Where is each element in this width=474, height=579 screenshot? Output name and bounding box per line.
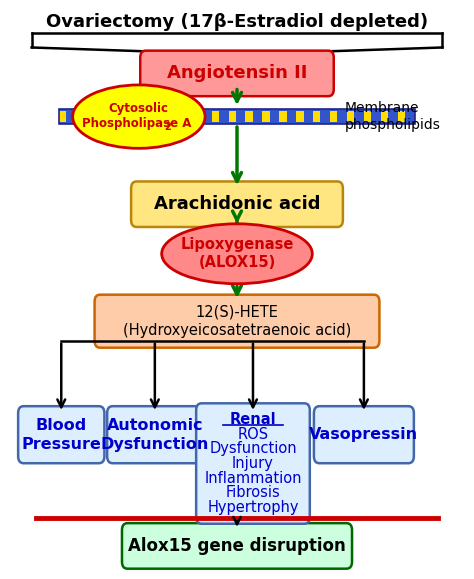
Text: 12(S)-HETE
(Hydroxyeicosatetraenoic acid): 12(S)-HETE (Hydroxyeicosatetraenoic acid… <box>123 305 351 338</box>
Bar <box>263 111 270 122</box>
Bar <box>373 111 380 122</box>
Bar <box>254 111 261 122</box>
Bar <box>356 111 363 122</box>
Text: Cytosolic: Cytosolic <box>109 102 169 115</box>
Bar <box>390 111 397 122</box>
Bar <box>271 111 278 122</box>
Bar <box>161 111 168 122</box>
Text: Lipoxygenase: Lipoxygenase <box>180 237 294 252</box>
Ellipse shape <box>162 224 312 284</box>
Bar <box>76 111 83 122</box>
Bar <box>322 111 329 122</box>
Bar <box>203 111 210 122</box>
FancyBboxPatch shape <box>122 523 352 569</box>
Bar <box>364 111 371 122</box>
FancyBboxPatch shape <box>95 295 379 348</box>
Bar <box>93 111 100 122</box>
Bar <box>228 111 236 122</box>
Bar <box>237 111 244 122</box>
Bar <box>59 109 415 124</box>
Text: Phospholipase A: Phospholipase A <box>82 117 191 130</box>
Bar <box>381 111 388 122</box>
Bar <box>152 111 159 122</box>
FancyBboxPatch shape <box>18 406 104 463</box>
Bar <box>169 111 176 122</box>
Bar <box>127 111 134 122</box>
Bar <box>67 111 75 122</box>
Text: ROS: ROS <box>237 427 269 442</box>
Bar <box>407 111 414 122</box>
Bar <box>178 111 185 122</box>
FancyBboxPatch shape <box>107 406 202 463</box>
Bar <box>347 111 355 122</box>
Bar <box>59 111 66 122</box>
FancyBboxPatch shape <box>131 181 343 227</box>
Ellipse shape <box>73 85 205 148</box>
Text: Alox15 gene disruption: Alox15 gene disruption <box>128 537 346 555</box>
Bar <box>135 111 143 122</box>
Bar <box>186 111 193 122</box>
Bar <box>288 111 295 122</box>
Bar <box>101 111 109 122</box>
Text: Fibrosis: Fibrosis <box>226 485 280 500</box>
Text: (ALOX15): (ALOX15) <box>199 255 275 270</box>
Bar <box>296 111 303 122</box>
Bar <box>144 111 151 122</box>
Bar <box>398 111 405 122</box>
Text: Autonomic
Dysfunction: Autonomic Dysfunction <box>100 418 209 452</box>
Bar <box>330 111 337 122</box>
Bar <box>339 111 346 122</box>
Text: Hypertrophy: Hypertrophy <box>207 500 299 515</box>
Text: Membrane
phospholipids: Membrane phospholipids <box>344 101 440 132</box>
Bar <box>313 111 320 122</box>
Text: 2: 2 <box>164 122 171 132</box>
Bar <box>279 111 287 122</box>
Bar <box>220 111 227 122</box>
Text: Angiotensin II: Angiotensin II <box>167 64 307 82</box>
Text: Renal: Renal <box>230 412 276 427</box>
Bar <box>246 111 253 122</box>
Bar <box>118 111 126 122</box>
FancyBboxPatch shape <box>314 406 414 463</box>
Bar <box>59 109 415 124</box>
Text: Inflammation: Inflammation <box>204 471 302 486</box>
FancyBboxPatch shape <box>196 404 310 524</box>
Bar <box>84 111 91 122</box>
FancyBboxPatch shape <box>140 50 334 96</box>
Text: Injury: Injury <box>232 456 274 471</box>
Bar <box>305 111 312 122</box>
Text: Vasopressin: Vasopressin <box>310 427 419 442</box>
Text: Ovariectomy (17β-Estradiol depleted): Ovariectomy (17β-Estradiol depleted) <box>46 13 428 31</box>
Bar <box>211 111 219 122</box>
Text: Arachidonic acid: Arachidonic acid <box>154 195 320 213</box>
Text: Dysfunction: Dysfunction <box>209 441 297 456</box>
Bar <box>110 111 117 122</box>
Bar <box>195 111 202 122</box>
Text: Blood
Pressure: Blood Pressure <box>21 418 101 452</box>
